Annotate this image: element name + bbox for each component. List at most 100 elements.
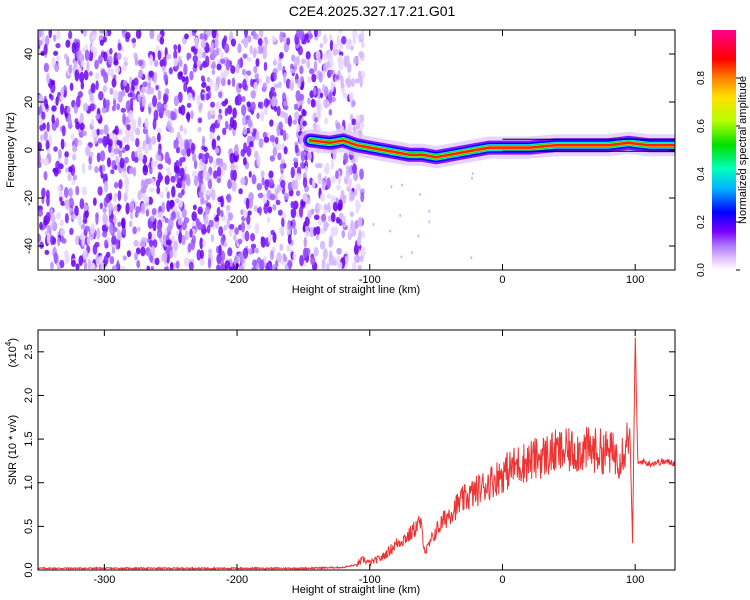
heatmap-noise-cell xyxy=(192,54,198,63)
heatmap-noise-cell xyxy=(321,179,326,191)
heatmap-noise-cell xyxy=(359,76,363,88)
heatmap-noise-cell xyxy=(410,251,413,255)
heatmap-noise-cell xyxy=(188,261,194,270)
heatmap-noise-cell xyxy=(38,209,44,217)
heatmap-noise-cell xyxy=(161,65,166,72)
heatmap-noise-cell xyxy=(136,260,141,269)
heatmap-noise-cell xyxy=(254,223,260,234)
heatmap-noise-cell xyxy=(64,156,69,166)
heatmap-noise-cell xyxy=(175,230,179,236)
heatmap-noise-cell xyxy=(325,162,330,175)
heatmap-noise-cell xyxy=(242,78,247,91)
heatmap-noise-cell xyxy=(360,30,365,40)
heatmap-noise-cell xyxy=(39,241,44,249)
heatmap-noise-cell xyxy=(254,247,259,254)
heatmap-noise-cell xyxy=(180,138,184,150)
heatmap-noise-cell xyxy=(229,223,235,230)
heatmap-noise-cell xyxy=(333,226,339,236)
heatmap-noise-cell xyxy=(41,100,45,112)
heatmap-noise-cell xyxy=(210,101,216,108)
heatmap-noise-cell xyxy=(248,248,253,255)
heatmap-noise-cell xyxy=(336,184,341,191)
heatmap-noise-cell xyxy=(46,232,51,244)
heatmap-noise-cell xyxy=(230,163,236,170)
heatmap-noise-cell xyxy=(254,73,260,79)
heatmap-noise-cell xyxy=(102,212,108,225)
heatmap-noise-cell xyxy=(335,122,341,130)
heatmap-noise-cell xyxy=(417,234,420,238)
heatmap-noise-cell xyxy=(293,157,299,163)
heatmap-noise-cell xyxy=(300,58,307,65)
heatmap-noise-cell xyxy=(227,179,232,190)
heatmap-noise-cell xyxy=(357,216,363,228)
heatmap-noise-cell xyxy=(291,180,296,190)
y-tick-label: -20 xyxy=(23,190,35,206)
heatmap-noise-cell xyxy=(283,146,288,155)
heatmap-noise-cell xyxy=(40,134,44,142)
heatmap-noise-cell xyxy=(326,262,330,270)
heatmap-noise-cell xyxy=(263,136,270,143)
heatmap-noise-cell xyxy=(309,226,315,238)
heatmap-noise-cell xyxy=(181,221,187,231)
heatmap-noise-cell xyxy=(150,265,155,270)
heatmap-noise-cell xyxy=(216,177,222,184)
heatmap-noise-cell xyxy=(215,75,221,86)
heatmap-noise-cell xyxy=(216,63,222,71)
heatmap-noise-cell xyxy=(197,170,204,183)
heatmap-noise-cell xyxy=(223,224,227,232)
heatmap-noise-cell xyxy=(218,226,224,237)
heatmap-noise-cell xyxy=(352,125,357,132)
heatmap-noise-cell xyxy=(232,107,237,119)
heatmap-noise-cell xyxy=(124,176,130,189)
heatmap-noise-cell xyxy=(140,246,146,257)
heatmap-noise-cell xyxy=(69,82,74,92)
heatmap-noise-cell xyxy=(275,136,279,145)
heatmap-noise-cell xyxy=(323,52,328,61)
heatmap-noise-cell xyxy=(205,189,211,196)
heatmap-noise-cell xyxy=(100,69,106,78)
heatmap-x-axis: -300 -200 -100 0 100 xyxy=(93,30,644,286)
heatmap-noise-cell xyxy=(289,68,296,74)
heatmap-noise-cell xyxy=(357,264,362,270)
heatmap-noise-cell xyxy=(191,211,198,222)
heatmap-noise-cell xyxy=(113,89,119,101)
heatmap-noise-cell xyxy=(210,234,215,243)
heatmap-noise-cell xyxy=(74,138,79,145)
heatmap-noise-cell xyxy=(319,193,326,202)
heatmap-noise-cell xyxy=(349,45,354,51)
snr-exponent-base: (x10 xyxy=(7,346,19,367)
heatmap-noise-cell xyxy=(174,165,181,174)
y-tick-label: 2.5 xyxy=(23,344,35,359)
heatmap-noise-cell xyxy=(253,205,258,212)
heatmap-noise-cell xyxy=(338,51,344,57)
heatmap-noise-cell xyxy=(251,174,257,185)
heatmap-noise-cell xyxy=(193,175,199,187)
heatmap-noise-cell xyxy=(319,92,324,99)
heatmap-noise-cell xyxy=(267,233,272,244)
heatmap-noise-cell xyxy=(116,52,122,61)
heatmap-noise-cell xyxy=(107,55,113,65)
heatmap-noise-cell xyxy=(303,260,307,267)
heatmap-noise-cell xyxy=(157,148,162,156)
heatmap-noise-cell xyxy=(330,159,335,171)
heatmap-noise-cell xyxy=(71,42,77,54)
heatmap-noise-cell xyxy=(175,146,180,154)
heatmap-noise-cell xyxy=(68,187,73,198)
heatmap-noise-cell xyxy=(137,146,143,154)
heatmap-noise-cell xyxy=(316,99,321,107)
heatmap-noise-cell xyxy=(149,87,155,95)
heatmap-noise-cell xyxy=(181,156,186,163)
heatmap-noise-cell xyxy=(311,98,315,106)
heatmap-noise-cell xyxy=(191,30,198,33)
heatmap-noise-cell xyxy=(53,50,59,56)
heatmap-noise-cell xyxy=(72,144,77,153)
heatmap-noise-cell xyxy=(149,215,155,222)
heatmap-noise-cell xyxy=(340,189,345,197)
heatmap-noise-cell xyxy=(219,58,226,64)
heatmap-noise-cell xyxy=(84,49,90,62)
heatmap-noise-cell xyxy=(318,177,323,184)
heatmap-noise-cell xyxy=(122,136,127,144)
heatmap-noise-cell xyxy=(80,223,86,230)
heatmap-noise-cell xyxy=(162,92,168,105)
heatmap-noise-cell xyxy=(81,186,87,196)
